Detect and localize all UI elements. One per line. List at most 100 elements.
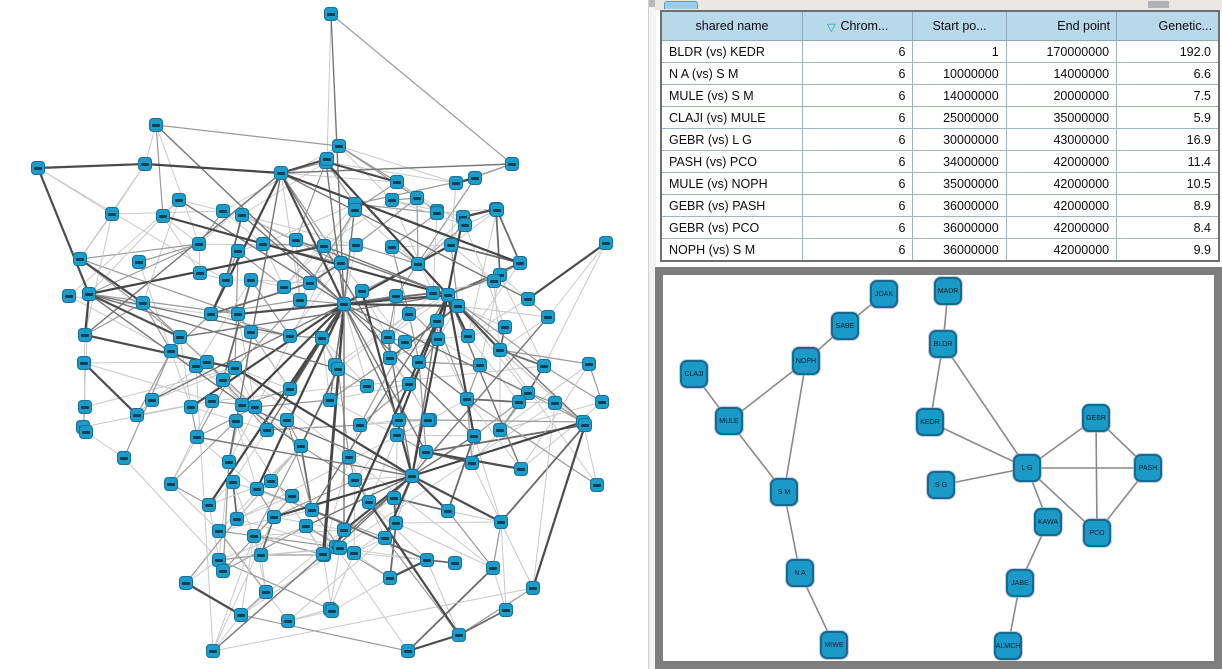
network-node[interactable] xyxy=(79,425,93,439)
table-row[interactable]: NOPH (vs) S M 6 36000000 42000000 9.9 xyxy=(660,238,1220,262)
network-node[interactable] xyxy=(229,414,243,428)
network-node[interactable] xyxy=(256,237,270,251)
table-cell[interactable]: 30000000 xyxy=(912,128,1007,151)
table-cell[interactable]: N A (vs) S M xyxy=(660,62,803,85)
network-node[interactable] xyxy=(392,413,406,427)
table-cell[interactable]: 10.5 xyxy=(1116,172,1220,195)
network-node[interactable] xyxy=(179,576,193,590)
network-node[interactable] xyxy=(342,450,356,464)
network-node[interactable] xyxy=(460,392,474,406)
network-node[interactable] xyxy=(347,546,361,560)
column-header-2[interactable]: Start po... xyxy=(912,10,1007,41)
network-node[interactable] xyxy=(325,604,339,618)
network-node[interactable] xyxy=(541,310,555,324)
network-node[interactable] xyxy=(299,519,313,533)
table-cell[interactable]: NOPH (vs) S M xyxy=(660,238,803,262)
network-node[interactable] xyxy=(73,252,87,266)
table-row[interactable]: PASH (vs) PCO 6 34000000 42000000 11.4 xyxy=(660,150,1220,173)
network-node[interactable] xyxy=(226,475,240,489)
network-node[interactable] xyxy=(244,273,258,287)
network-node[interactable] xyxy=(398,335,412,349)
network-node[interactable] xyxy=(289,233,303,247)
table-cell[interactable]: 42000000 xyxy=(1005,238,1118,262)
graph-node-ALMCH[interactable]: ALMCH xyxy=(994,632,1022,660)
network-node[interactable] xyxy=(334,256,348,270)
network-node[interactable] xyxy=(498,320,512,334)
network-node[interactable] xyxy=(468,171,482,185)
table-cell[interactable]: 7.5 xyxy=(1116,84,1220,107)
table-cell[interactable]: 42000000 xyxy=(1005,172,1118,195)
network-node[interactable] xyxy=(164,344,178,358)
network-node[interactable] xyxy=(317,239,331,253)
scrollbar-thumb[interactable] xyxy=(649,0,656,7)
network-node[interactable] xyxy=(337,523,351,537)
network-node[interactable] xyxy=(190,430,204,444)
network-node[interactable] xyxy=(513,256,527,270)
network-node[interactable] xyxy=(402,307,416,321)
graph-node-CLAJI[interactable]: CLAJI xyxy=(680,360,708,388)
table-cell[interactable]: 42000000 xyxy=(1005,194,1118,217)
network-node[interactable] xyxy=(486,561,500,575)
network-node[interactable] xyxy=(421,413,435,427)
graph-node-SG[interactable]: S G xyxy=(927,471,955,499)
table-cell[interactable]: 6 xyxy=(801,172,914,195)
column-header-3[interactable]: End point xyxy=(1005,10,1118,41)
network-node[interactable] xyxy=(315,331,329,345)
network-node[interactable] xyxy=(499,603,513,617)
network-node[interactable] xyxy=(348,203,362,217)
network-node[interactable] xyxy=(426,286,440,300)
network-node[interactable] xyxy=(323,393,337,407)
network-node[interactable] xyxy=(390,428,404,442)
network-node[interactable] xyxy=(248,400,262,414)
network-node[interactable] xyxy=(444,238,458,252)
network-node[interactable] xyxy=(235,398,249,412)
network-node[interactable] xyxy=(216,564,230,578)
network-node[interactable] xyxy=(164,477,178,491)
network-node[interactable] xyxy=(355,284,369,298)
network-node[interactable] xyxy=(145,393,159,407)
graph-node-SM[interactable]: S M xyxy=(770,478,798,506)
network-node[interactable] xyxy=(362,495,376,509)
network-node[interactable] xyxy=(244,325,258,339)
table-cell[interactable]: 11.4 xyxy=(1116,150,1220,173)
table-row[interactable]: N A (vs) S M 6 10000000 14000000 6.6 xyxy=(660,62,1220,85)
network-node[interactable] xyxy=(206,644,220,658)
network-node[interactable] xyxy=(537,359,551,373)
table-cell[interactable]: 9.9 xyxy=(1116,238,1220,262)
column-header-1[interactable]: ▽ Chrom... xyxy=(801,10,914,41)
network-node[interactable] xyxy=(411,257,425,271)
network-node[interactable] xyxy=(383,351,397,365)
graph-node-JOAK[interactable]: JOAK xyxy=(870,280,898,308)
table-cell[interactable]: 6 xyxy=(801,40,914,63)
network-node[interactable] xyxy=(31,161,45,175)
table-cell[interactable]: 20000000 xyxy=(1005,84,1118,107)
network-node[interactable] xyxy=(228,361,242,375)
network-node[interactable] xyxy=(387,491,401,505)
network-node[interactable] xyxy=(320,152,334,166)
network-edge[interactable] xyxy=(783,360,807,493)
network-node[interactable] xyxy=(216,204,230,218)
graph-node-GEBR[interactable]: GEBR xyxy=(1082,404,1110,432)
table-row[interactable]: GEBR (vs) L G 6 30000000 43000000 16.9 xyxy=(660,128,1220,151)
network-node[interactable] xyxy=(216,373,230,387)
table-cell[interactable]: 42000000 xyxy=(1005,150,1118,173)
network-node[interactable] xyxy=(231,307,245,321)
network-node[interactable] xyxy=(401,644,415,658)
network-node[interactable] xyxy=(402,377,416,391)
graph-node-NOPH[interactable]: NOPH xyxy=(792,347,820,375)
table-cell[interactable]: BLDR (vs) KEDR xyxy=(660,40,803,63)
table-cell[interactable]: 6 xyxy=(801,84,914,107)
network-node[interactable] xyxy=(430,206,444,220)
network-node[interactable] xyxy=(465,456,479,470)
network-node[interactable] xyxy=(360,379,374,393)
network-node[interactable] xyxy=(389,516,403,530)
network-node[interactable] xyxy=(385,193,399,207)
table-cell[interactable]: 8.9 xyxy=(1116,194,1220,217)
network-node[interactable] xyxy=(467,429,481,443)
network-node[interactable] xyxy=(493,343,507,357)
table-cell[interactable]: MULE (vs) S M xyxy=(660,84,803,107)
table-cell[interactable]: 35000000 xyxy=(912,172,1007,195)
table-cell[interactable]: CLAJI (vs) MULE xyxy=(660,106,803,129)
table-cell[interactable]: MULE (vs) NOPH xyxy=(660,172,803,195)
table-cell[interactable]: 6 xyxy=(801,128,914,151)
